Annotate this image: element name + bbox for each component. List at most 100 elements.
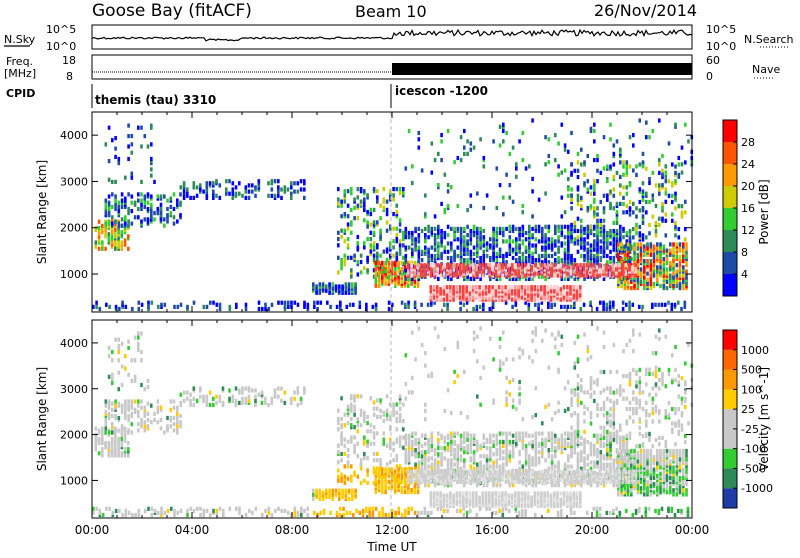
heatmap-cell xyxy=(501,263,504,267)
heatmap-cell xyxy=(173,305,176,309)
heatmap-cell xyxy=(108,232,111,236)
heatmap-cell xyxy=(340,458,343,462)
heatmap-cell xyxy=(338,284,341,288)
heatmap-cell xyxy=(363,197,366,201)
heatmap-cell xyxy=(287,301,290,305)
heatmap-cell xyxy=(538,225,541,229)
heatmap-cell xyxy=(347,256,350,260)
heatmap-cell xyxy=(440,269,443,273)
heatmap-cell xyxy=(496,448,499,452)
heatmap-cell xyxy=(157,399,160,403)
heatmap-cell xyxy=(183,194,186,198)
heatmap-cell xyxy=(625,303,628,307)
heatmap-cell xyxy=(348,282,351,286)
heatmap-cell xyxy=(622,185,625,189)
heatmap-cell xyxy=(515,469,518,473)
heatmap-cell xyxy=(339,307,342,311)
heatmap-cell xyxy=(186,391,189,395)
heatmap-cell xyxy=(560,287,563,291)
heatmap-cell xyxy=(629,235,632,239)
heatmap-cell xyxy=(482,296,485,300)
heatmap-cell xyxy=(202,395,205,399)
heatmap-cell xyxy=(196,194,199,198)
heatmap-cell xyxy=(679,242,682,246)
heatmap-cell xyxy=(554,133,557,137)
heatmap-cell xyxy=(386,462,389,466)
heatmap-cell xyxy=(357,245,360,249)
heatmap-cell xyxy=(629,183,632,187)
heatmap-cell xyxy=(397,269,400,273)
heatmap-cell xyxy=(561,196,564,200)
heatmap-cell xyxy=(95,301,98,305)
heatmap-cell xyxy=(108,412,111,416)
heatmap-cell xyxy=(215,179,218,183)
heatmap-cell xyxy=(431,448,434,452)
heatmap-cell xyxy=(609,305,612,309)
heatmap-cell xyxy=(186,509,189,513)
heatmap-cell xyxy=(678,227,681,231)
heatmap-cell xyxy=(134,375,137,379)
heatmap-cell xyxy=(319,282,322,286)
heatmap-cell xyxy=(502,456,505,460)
heatmap-cell xyxy=(596,241,599,245)
heatmap-cell xyxy=(600,246,603,250)
heatmap-cell xyxy=(379,462,382,466)
heatmap-cell xyxy=(449,263,452,267)
heatmap-cell xyxy=(180,185,183,189)
heatmap-cell xyxy=(641,305,644,309)
heatmap-cell xyxy=(678,204,681,208)
heatmap-cell xyxy=(548,448,551,452)
heatmap-cell xyxy=(619,175,622,179)
heatmap-cell xyxy=(540,285,543,289)
heatmap-cell xyxy=(684,200,687,204)
cpid-mode-2: icescon -1200 xyxy=(395,84,488,98)
heatmap-cell xyxy=(463,129,466,133)
heatmap-cell xyxy=(163,224,166,228)
heatmap-cell xyxy=(375,507,378,511)
heatmap-cell xyxy=(488,285,491,289)
heatmap-cell xyxy=(359,301,362,305)
heatmap-cell xyxy=(396,454,399,458)
heatmap-cell xyxy=(173,222,176,226)
heatmap-cell xyxy=(629,165,632,169)
heatmap-cell xyxy=(505,436,508,440)
heatmap-cell xyxy=(682,249,685,253)
heatmap-cell xyxy=(245,190,248,194)
heatmap-cell xyxy=(251,183,254,187)
y-tick-label: 4000 xyxy=(60,129,88,142)
heatmap-cell xyxy=(127,134,130,138)
heatmap-cell xyxy=(179,201,182,205)
heatmap-cell xyxy=(424,450,427,454)
heatmap-cell xyxy=(687,507,690,511)
heatmap-cell xyxy=(550,263,553,267)
heatmap-cell xyxy=(372,507,375,511)
heatmap-cell xyxy=(681,204,684,208)
heatmap-cell xyxy=(579,285,582,289)
heatmap-cell xyxy=(619,225,622,229)
heatmap-cell xyxy=(383,206,386,210)
heatmap-cell xyxy=(577,185,580,189)
heatmap-cell xyxy=(114,155,117,159)
heatmap-cell xyxy=(421,168,424,172)
heatmap-cell xyxy=(505,456,508,460)
heatmap-cell xyxy=(95,507,98,511)
heatmap-cell xyxy=(460,454,463,458)
heatmap-cell xyxy=(499,227,502,231)
heatmap-cell xyxy=(388,265,391,269)
heatmap-cell xyxy=(564,463,567,467)
heatmap-cell xyxy=(453,463,456,467)
heatmap-cell xyxy=(580,450,583,454)
heatmap-cell xyxy=(140,203,143,207)
heatmap-cell xyxy=(440,263,443,267)
heatmap-cell xyxy=(509,450,512,454)
heatmap-cell xyxy=(373,425,376,429)
heatmap-cell xyxy=(521,285,524,289)
heatmap-cell xyxy=(366,225,369,229)
heatmap-cell xyxy=(277,395,280,399)
heatmap-cell xyxy=(108,354,111,358)
heatmap-cell xyxy=(337,256,340,260)
heatmap-cell xyxy=(466,444,469,448)
heatmap-cell xyxy=(147,192,150,196)
heatmap-cell xyxy=(661,169,664,173)
heatmap-cell xyxy=(414,265,417,269)
